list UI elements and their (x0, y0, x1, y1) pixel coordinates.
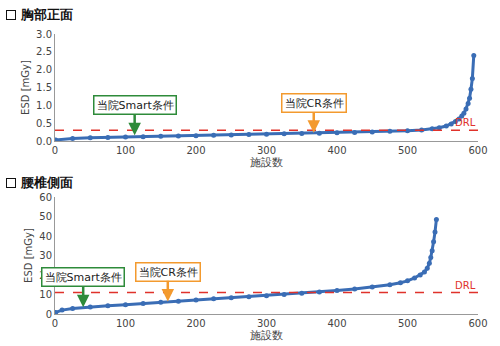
svg-text:200: 200 (186, 318, 205, 329)
svg-text:2.0: 2.0 (36, 64, 52, 75)
svg-text:施設数: 施設数 (250, 156, 283, 169)
svg-text:ESD [mGy]: ESD [mGy] (20, 60, 31, 115)
svg-text:0.0: 0.0 (36, 136, 52, 147)
svg-text:100: 100 (116, 318, 135, 329)
svg-text:300: 300 (257, 318, 276, 329)
svg-text:30: 30 (39, 250, 52, 261)
svg-text:当院CR条件: 当院CR条件 (139, 266, 198, 279)
svg-text:0: 0 (52, 145, 58, 156)
svg-text:500: 500 (398, 318, 417, 329)
svg-text:200: 200 (186, 145, 205, 156)
svg-text:1.0: 1.0 (36, 100, 52, 111)
svg-text:20: 20 (39, 270, 52, 281)
svg-text:DRL: DRL (455, 280, 476, 291)
svg-text:400: 400 (327, 318, 346, 329)
svg-text:10: 10 (39, 289, 52, 300)
svg-text:300: 300 (257, 145, 276, 156)
svg-text:当院Smart条件: 当院Smart条件 (97, 99, 174, 112)
svg-text:50: 50 (39, 211, 52, 222)
svg-text:1.5: 1.5 (36, 82, 52, 93)
svg-text:0: 0 (52, 318, 58, 329)
svg-text:500: 500 (398, 145, 417, 156)
svg-text:施設数: 施設数 (250, 329, 283, 342)
html-text:腰椎側面: 腰椎側面 (21, 175, 73, 190)
html-text:胸部正面: 胸部正面 (21, 7, 73, 22)
svg-text:2.5: 2.5 (36, 46, 52, 57)
svg-text:60: 60 (39, 192, 52, 203)
svg-text:0.5: 0.5 (36, 118, 52, 129)
svg-text:400: 400 (327, 145, 346, 156)
svg-text:当院CR条件: 当院CR条件 (285, 97, 344, 110)
svg-text:DRL: DRL (455, 117, 476, 128)
svg-text:0: 0 (46, 309, 52, 320)
svg-text:40: 40 (39, 231, 52, 242)
svg-text:600: 600 (468, 145, 487, 156)
svg-text:600: 600 (468, 318, 487, 329)
svg-text:当院Smart条件: 当院Smart条件 (45, 271, 122, 284)
svg-text:ESD [mGy]: ESD [mGy] (23, 228, 34, 283)
svg-text:3.0: 3.0 (36, 29, 52, 40)
svg-text:100: 100 (116, 145, 135, 156)
